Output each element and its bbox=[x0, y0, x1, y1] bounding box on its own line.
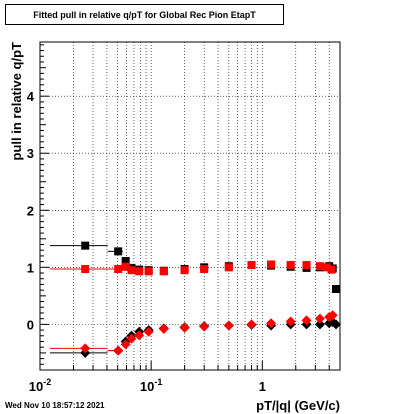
data-point-square bbox=[302, 261, 311, 270]
data-point-square bbox=[114, 265, 123, 274]
data-point-diamond bbox=[199, 321, 210, 332]
chart-title: Fitted pull in relative q/pT for Global … bbox=[5, 4, 284, 25]
data-point-diamond bbox=[301, 315, 312, 326]
timestamp: Wed Nov 10 18:57:12 2021 bbox=[5, 401, 105, 410]
data-point-square bbox=[144, 267, 153, 276]
data-point-diamond bbox=[113, 345, 124, 356]
data-markers bbox=[49, 241, 341, 358]
data-point-square bbox=[286, 261, 295, 270]
data-point-square bbox=[81, 241, 90, 250]
data-point-square bbox=[267, 260, 276, 269]
data-point-diamond bbox=[223, 320, 234, 331]
x-tick-label: 10-1 bbox=[140, 377, 162, 394]
data-point-diamond bbox=[330, 319, 341, 330]
data-point-square bbox=[114, 247, 123, 256]
data-point-square bbox=[159, 267, 168, 276]
data-point-square bbox=[121, 257, 130, 266]
data-point-square bbox=[327, 265, 336, 274]
data-point-square bbox=[247, 261, 256, 270]
grid-layer bbox=[39, 42, 341, 370]
data-point-square bbox=[127, 266, 136, 275]
y-tick-label: 0 bbox=[27, 317, 34, 332]
data-point-square bbox=[180, 266, 189, 275]
x-axis-title: pT/|q| (GeV/c) bbox=[256, 398, 340, 413]
data-point-square bbox=[81, 265, 90, 274]
data-point-diamond bbox=[179, 322, 190, 333]
data-point-diamond bbox=[246, 319, 257, 330]
x-tick-label: 10-2 bbox=[29, 377, 51, 394]
axis-ticks bbox=[39, 44, 341, 371]
data-point-diamond bbox=[134, 330, 145, 341]
data-point-diamond bbox=[314, 313, 325, 324]
data-point-diamond bbox=[126, 333, 137, 344]
data-point-diamond bbox=[120, 339, 131, 350]
data-point-square bbox=[224, 263, 233, 272]
data-point-diamond bbox=[314, 319, 325, 330]
tick-labels: 0 1 2 3 4 10-2 10-1 1 bbox=[27, 89, 266, 394]
data-point-square bbox=[322, 263, 331, 272]
y-tick-label: 3 bbox=[27, 146, 34, 161]
y-tick-label: 1 bbox=[27, 260, 34, 275]
data-point-square bbox=[135, 267, 144, 276]
data-point-diamond bbox=[266, 318, 277, 329]
data-point-square bbox=[121, 262, 130, 271]
data-point-square bbox=[331, 284, 340, 293]
plot-frame bbox=[39, 41, 341, 371]
x-tick-label: 1 bbox=[259, 379, 266, 394]
data-point-diamond bbox=[143, 326, 154, 337]
data-point-diamond bbox=[80, 343, 91, 354]
data-point-square bbox=[200, 265, 209, 274]
data-point-square bbox=[315, 262, 324, 271]
data-point-diamond bbox=[285, 316, 296, 327]
data-point-diamond bbox=[158, 323, 169, 334]
y-axis-title: pull in relative q/pT bbox=[9, 42, 24, 161]
data-point-diamond bbox=[327, 310, 338, 321]
y-tick-label: 4 bbox=[27, 89, 35, 104]
y-tick-label: 2 bbox=[27, 203, 34, 218]
